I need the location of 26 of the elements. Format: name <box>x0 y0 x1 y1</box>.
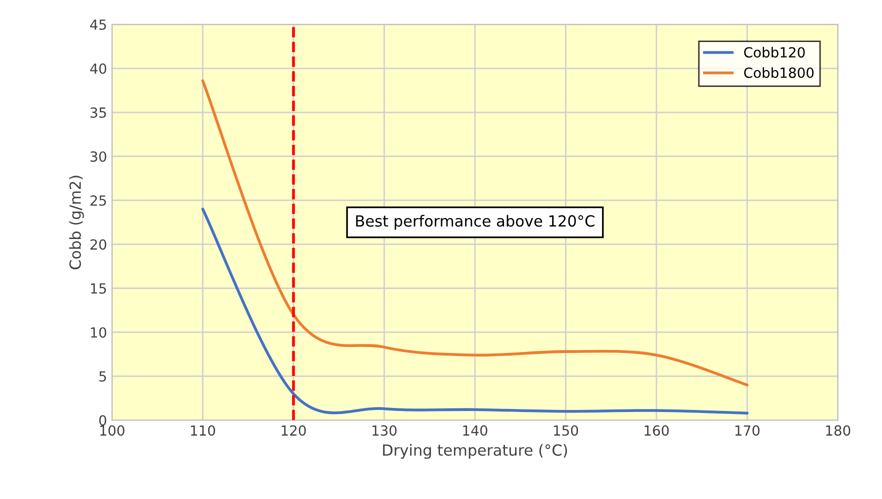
x-tick-label: 100 <box>100 425 124 436</box>
y-tick-label: 5 <box>99 371 106 382</box>
line-series <box>201 79 749 386</box>
annotation: Best performance above 120°C <box>356 214 594 230</box>
x-tick-label: 130 <box>372 425 397 436</box>
y-axis-title: Cobb (g/m2) <box>69 176 84 270</box>
x-tick-label: 140 <box>463 425 488 436</box>
x-tick-label: 180 <box>826 425 850 436</box>
legend-label: Cobb120 <box>744 46 805 58</box>
y-tick-label: 45 <box>90 20 106 30</box>
legend-label: Cobb1800 <box>744 67 814 78</box>
x-tick-label: 120 <box>282 425 306 436</box>
y-tick-label: 10 <box>91 327 106 338</box>
x-tick-label: 160 <box>644 425 669 436</box>
x-axis-title: Drying temperature (°C) <box>383 444 567 459</box>
x-tick-label: 110 <box>191 425 216 436</box>
y-tick-label: 0 <box>99 415 106 426</box>
y-tick-label: 35 <box>90 107 106 118</box>
y-tick-label: 25 <box>90 195 106 206</box>
line-series <box>201 208 749 415</box>
x-tick-label: 150 <box>554 425 578 436</box>
y-tick-label: 30 <box>90 151 106 162</box>
y-tick-label: 20 <box>90 239 106 250</box>
y-tick-label: 15 <box>91 283 106 294</box>
x-tick-label: 170 <box>735 425 760 436</box>
y-tick-label: 40 <box>90 63 106 74</box>
